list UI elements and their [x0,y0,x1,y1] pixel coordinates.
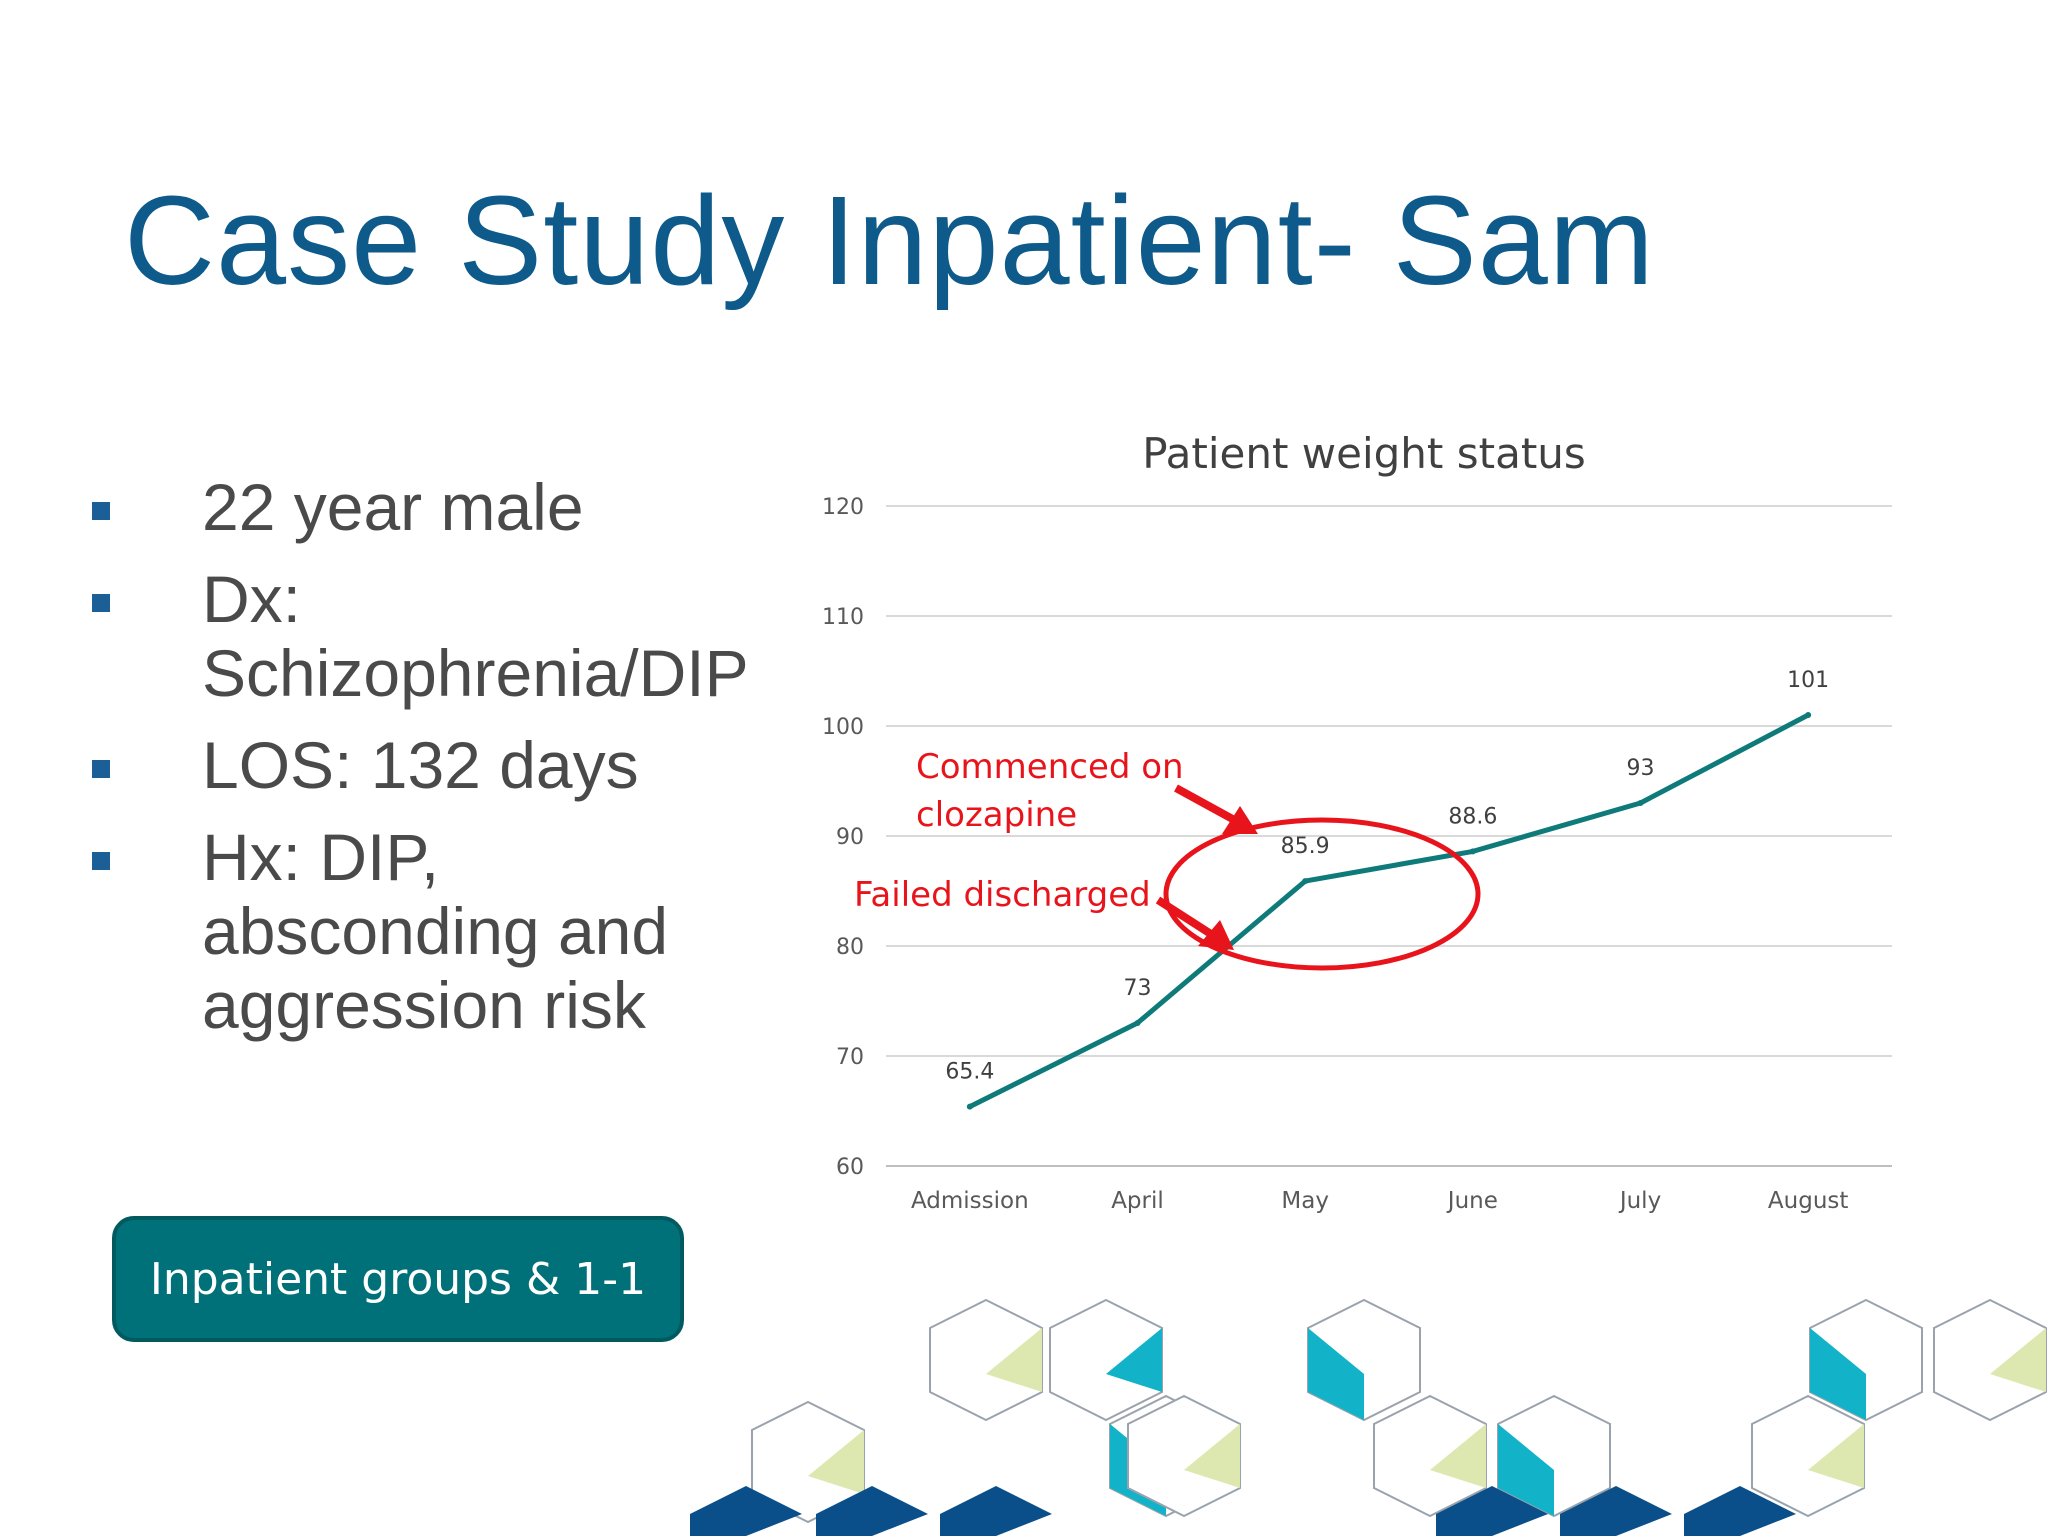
annotation-clozapine: Commenced on clozapine [916,747,1258,835]
y-tick-label: 60 [836,1155,864,1180]
x-tick-label: April [1111,1188,1164,1214]
square-bullet-icon [92,760,110,778]
data-point [966,1103,973,1110]
bullet-text: LOS: 132 days [202,728,639,802]
x-tick-label: July [1618,1188,1661,1214]
cube-decoration [751,1400,865,1524]
data-point [1302,878,1309,885]
annotation-clozapine-line1: Commenced on [916,747,1184,787]
square-bullet-icon [92,594,110,612]
cube-decoration [1373,1394,1487,1518]
data-labels: 65.4 73 85.9 88.6 93 101 [945,668,1829,1110]
data-point [1134,1020,1141,1026]
bullet-item: 22 year male [88,470,788,544]
x-tick-label: August [1768,1188,1849,1214]
chart-grid [886,505,1892,1167]
y-tick-label: 100 [822,715,864,740]
data-point [1805,712,1812,718]
cube-decoration [1497,1394,1611,1518]
data-label: 85.9 [1281,834,1330,859]
cube-decoration [1809,1298,1923,1422]
bullet-text: Hx: DIP, absconding and aggression risk [202,820,669,1042]
data-label: 88.6 [1448,804,1497,829]
bullet-item: Dx: Schizophrenia/DIP [88,562,788,710]
weight-series-line [968,712,1810,1109]
cube-decoration [1307,1298,1421,1422]
navy-cube-decoration [1684,1486,1796,1536]
x-tick-label: June [1446,1188,1498,1214]
bullet-text: 22 year male [202,470,584,544]
square-bullet-icon [92,852,110,870]
cube-decoration [929,1298,1043,1422]
slide-title: Case Study Inpatient- Sam [124,170,1655,311]
data-label: 65.4 [945,1060,994,1085]
y-tick-label: 120 [822,495,864,520]
cube-decoration [1049,1298,1163,1422]
clozapine-arrow [1174,784,1240,826]
navy-cube-decoration [816,1486,928,1536]
data-point [1637,800,1644,806]
data-point [1469,848,1476,855]
bullet-item: Hx: DIP, absconding and aggression risk [88,820,788,1042]
chart-title: Patient weight status [1142,429,1586,478]
annotation-discharged: Failed discharged [854,875,1234,950]
y-axis: 60 70 80 90 100 110 120 [822,495,864,1180]
x-tick-label: May [1281,1188,1329,1214]
bullet-list: 22 year male Dx: Schizophrenia/DIP LOS: … [88,470,788,1060]
cube-decoration [1933,1298,2047,1422]
highlight-circle [1163,817,1481,971]
navy-cube-decoration [690,1486,802,1536]
data-label: 93 [1627,756,1655,781]
y-tick-label: 90 [836,825,864,850]
square-bullet-icon [92,502,110,520]
inpatient-groups-badge: Inpatient groups & 1-1 [112,1216,684,1342]
navy-cube-decoration [940,1486,1052,1536]
navy-cube-decoration [1436,1486,1548,1536]
cube-decoration [1127,1394,1241,1518]
y-tick-label: 70 [836,1045,864,1070]
data-label: 73 [1124,976,1152,1001]
y-tick-label: 110 [822,605,864,630]
bullet-text: Dx: Schizophrenia/DIP [202,562,749,710]
bullet-item: LOS: 132 days [88,728,788,802]
cube-decoration [1751,1394,1865,1518]
x-axis: Admission April May June July August [911,1188,1848,1214]
annotation-clozapine-line2: clozapine [916,795,1077,835]
decorative-cube-pattern [690,1298,2047,1536]
y-tick-label: 80 [836,935,864,960]
navy-cube-decoration [1560,1486,1672,1536]
annotation-discharged-text: Failed discharged [854,875,1151,915]
x-tick-label: Admission [911,1188,1029,1214]
data-label: 101 [1787,668,1829,693]
